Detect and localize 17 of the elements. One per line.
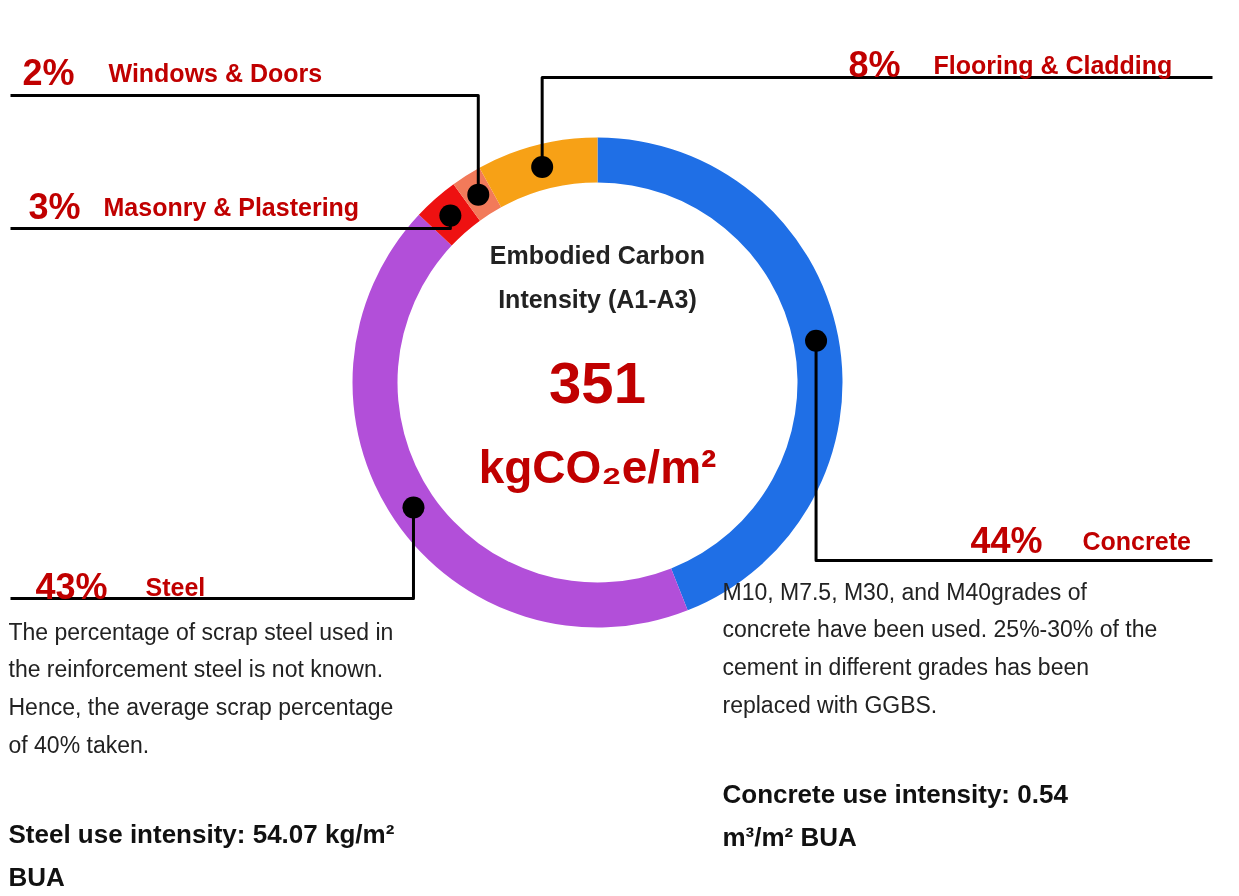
text: Embodied Carbon Intensity (A1-A3) (489, 240, 706, 314)
text: kgCO₂e/m² (478, 440, 717, 493)
text: Concrete use intensity: 0.54 m³/m² BUA (722, 778, 1069, 852)
data-label: 2% (22, 52, 75, 93)
text: Steel use intensity: 54.07 kg/m² BUA (8, 818, 395, 892)
data-label: 43% (35, 566, 108, 607)
text: 351 (549, 349, 646, 415)
data-label: 3% (28, 186, 81, 227)
slice-label: Flooring & Cladding (933, 50, 1173, 79)
slice-label: Steel (145, 572, 206, 601)
slice-label: Windows & Doors (108, 58, 323, 87)
data-label: 44% (970, 520, 1043, 561)
slice-label: Masonry & Plastering (103, 192, 360, 221)
text: The percentage of scrap steel used in the reinforcement steel is not known. Hence, the average scrap percentage of 40% taken. (8, 618, 394, 758)
slice-label: Concrete (1082, 526, 1191, 555)
text: M10, M7.5, M30, and M40grades of concrete have been used. 25%-30% of the cement in different grades has been replaced with GGBS. (722, 578, 1158, 718)
data-label: 8% (848, 44, 901, 85)
